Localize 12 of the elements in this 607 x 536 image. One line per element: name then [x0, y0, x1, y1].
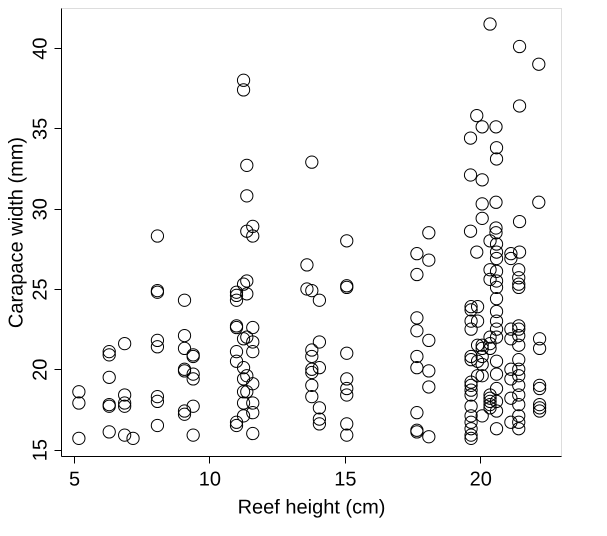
x-tick-label: 10 [198, 468, 222, 490]
y-tick-label: 15 [30, 438, 52, 462]
y-tick-label: 30 [30, 198, 52, 220]
y-axis-title: Carapace width (mm) [6, 136, 28, 328]
y-tick-label: 40 [30, 38, 52, 60]
x-axis-title: Reef height (cm) [238, 496, 386, 518]
y-tick-label: 35 [30, 118, 52, 140]
y-tick-label: 20 [30, 358, 52, 381]
x-tick-label: 5 [68, 468, 80, 490]
x-tick-label: 20 [470, 468, 492, 490]
x-tick-label: 15 [334, 468, 356, 490]
y-tick-label: 25 [30, 278, 52, 301]
